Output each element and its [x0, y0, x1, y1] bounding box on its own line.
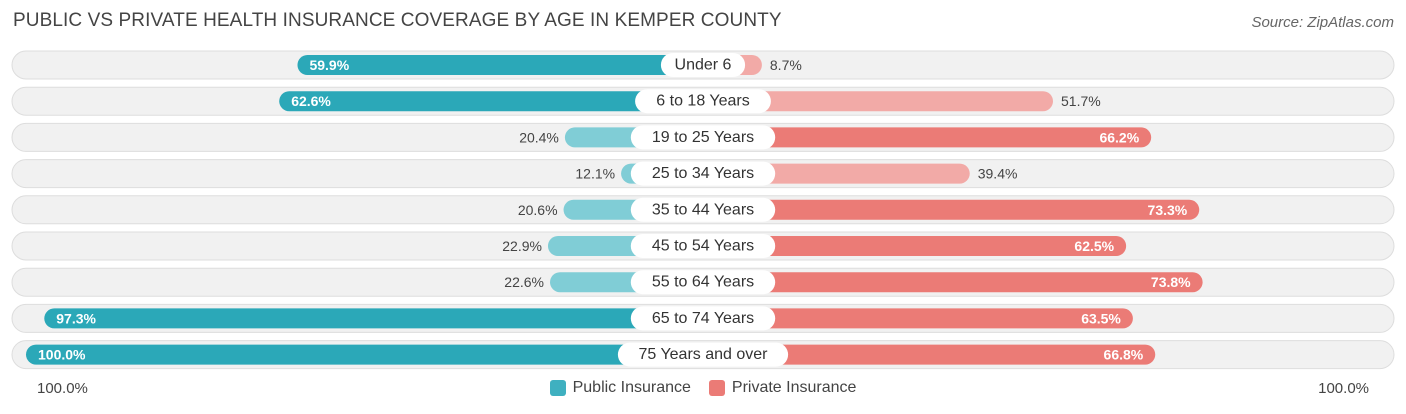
category-pill [630, 234, 776, 258]
public-value-label: 20.4% [519, 129, 559, 145]
category-pill [660, 53, 746, 77]
private-value-label: 73.8% [1151, 274, 1191, 290]
private-value-label: 62.5% [1074, 238, 1114, 254]
private-value-label: 51.7% [1061, 93, 1101, 109]
category-label: 65 to 74 Years [652, 310, 754, 327]
public-value-label: 62.6% [291, 93, 331, 109]
chart-area: 59.9% 8.7% Under 6 62.6% 51.7% 6 to 18 Years 2… [11, 50, 1395, 370]
public-value-label: 97.3% [56, 310, 96, 326]
legend-swatch-public [549, 380, 566, 396]
public-value-label: 22.9% [502, 238, 542, 254]
public-value-label: 59.9% [309, 57, 349, 73]
category-pill [630, 125, 776, 150]
legend-label-public: Public Insurance [572, 379, 691, 396]
category-label: 19 to 25 Years [652, 129, 754, 146]
source-label: Source: ZipAtlas.com [1251, 14, 1394, 31]
legend-swatch-private [708, 380, 725, 396]
legend-item-private: Private Insurance [708, 379, 857, 397]
legend-label-private: Private Insurance [731, 379, 857, 396]
legend-item-public: Public Insurance [549, 379, 691, 397]
category-pill [635, 89, 771, 114]
category-label: 55 to 64 Years [652, 274, 754, 291]
chart-title: PUBLIC VS PRIVATE HEALTH INSURANCE COVER… [13, 10, 782, 31]
category-pill [630, 161, 776, 186]
private-value-label: 66.2% [1099, 129, 1139, 145]
private-value-label: 66.8% [1104, 347, 1144, 363]
public-value-label: 22.6% [504, 274, 544, 290]
public-bar [44, 308, 704, 329]
category-label: 25 to 34 Years [652, 165, 754, 182]
public-bar [26, 344, 703, 365]
private-bar [703, 236, 1127, 256]
category-label: Under 6 [675, 57, 732, 74]
private-value-label: 63.5% [1081, 310, 1121, 326]
private-value-label: 73.3% [1148, 202, 1188, 218]
private-bar [703, 308, 1133, 329]
category-label: 6 to 18 Years [656, 93, 749, 110]
category-label: 35 to 44 Years [652, 201, 754, 218]
public-value-label: 20.6% [518, 202, 558, 218]
category-pill [617, 342, 789, 367]
private-bar [703, 127, 1152, 148]
axis-right-label: 100.0% [1318, 380, 1369, 397]
public-bar [297, 55, 703, 75]
category-pill [630, 270, 776, 295]
public-value-label: 12.1% [575, 166, 615, 182]
public-bar [279, 91, 703, 112]
private-bar [703, 272, 1203, 293]
private-value-label: 39.4% [978, 166, 1018, 182]
category-label: 45 to 54 Years [652, 238, 754, 255]
private-bar [703, 91, 1054, 112]
legend: Public Insurance Private Insurance [0, 379, 1406, 397]
private-bar [703, 344, 1156, 365]
axis-left-label: 100.0% [37, 380, 88, 397]
private-value-label: 8.7% [770, 57, 802, 73]
category-label: 75 Years and over [639, 346, 769, 363]
private-bar [703, 199, 1200, 220]
public-value-label: 100.0% [38, 347, 86, 363]
category-pill [630, 197, 776, 222]
category-pill [630, 306, 776, 331]
